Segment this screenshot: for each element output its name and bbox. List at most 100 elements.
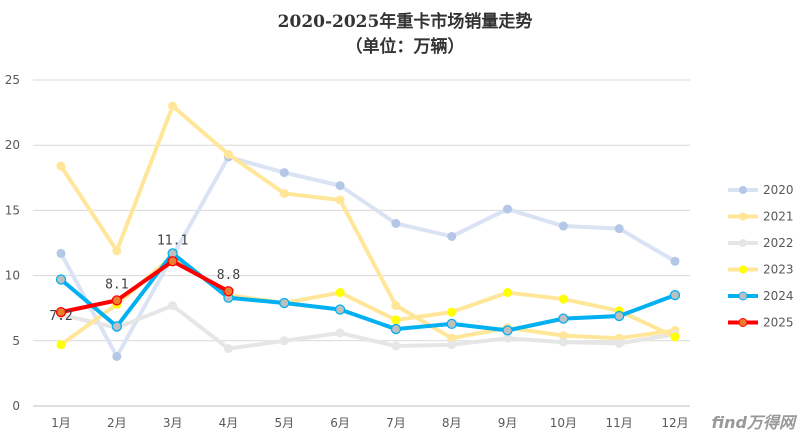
x-tick-label: 9月 — [498, 416, 518, 430]
series-line — [60, 303, 676, 351]
data-point — [558, 221, 568, 231]
x-tick-label: 3月 — [163, 416, 183, 430]
x-tick-label: 4月 — [219, 416, 239, 430]
data-point — [335, 181, 345, 191]
data-point — [670, 332, 680, 342]
data-label: 8.1 — [105, 277, 128, 292]
series-2021 — [56, 101, 680, 343]
series-2022 — [56, 301, 680, 354]
legend-item-2023[interactable]: 2023 — [728, 263, 794, 277]
data-point — [503, 333, 513, 343]
data-point — [558, 294, 568, 304]
data-label: 11.1 — [157, 233, 188, 248]
legend-label: 2022 — [763, 236, 794, 250]
data-point — [447, 340, 457, 350]
data-point — [558, 313, 569, 324]
x-tick-label: 8月 — [442, 416, 462, 430]
x-tick-label: 5月 — [274, 416, 294, 430]
series-line — [59, 104, 676, 341]
legend-label: 2023 — [763, 263, 794, 277]
data-point — [335, 195, 345, 205]
y-tick-label: 20 — [5, 138, 20, 152]
legend-marker — [738, 318, 748, 327]
data-point — [111, 321, 122, 332]
data-point — [223, 344, 233, 354]
legend-item-2024[interactable]: 2024 — [728, 289, 794, 303]
legend-label: 2024 — [763, 289, 794, 303]
watermark-logo: find万得网 — [712, 413, 798, 432]
data-point — [279, 336, 289, 346]
data-point — [279, 168, 289, 178]
x-tick-label: 10月 — [550, 416, 577, 430]
data-point — [56, 248, 66, 258]
series-line — [59, 154, 677, 359]
legend-item-2021[interactable]: 2021 — [728, 210, 794, 224]
data-point — [614, 224, 624, 234]
data-point — [558, 337, 568, 347]
data-point — [279, 188, 289, 198]
data-point — [447, 307, 457, 317]
data-point — [112, 246, 122, 256]
legend-item-2022[interactable]: 2022 — [728, 236, 794, 250]
legend-item-2020[interactable]: 2020 — [728, 183, 794, 197]
y-tick-label: 0 — [12, 399, 20, 413]
series-2024 — [55, 248, 681, 336]
data-point — [335, 328, 345, 338]
data-point — [614, 310, 625, 322]
data-point — [56, 340, 66, 350]
data-point — [112, 351, 122, 361]
x-tick-label: 1月 — [51, 416, 71, 430]
y-tick-label: 5 — [12, 334, 20, 348]
data-point — [55, 274, 67, 285]
data-point — [168, 301, 178, 311]
data-point — [279, 297, 290, 309]
legend-marker — [739, 212, 747, 221]
data-point — [334, 304, 346, 315]
legend-marker — [738, 291, 748, 301]
legend-marker — [739, 186, 747, 194]
data-point — [391, 315, 401, 325]
series-2025: 7.2 8.1 11.1 8.8 — [49, 233, 240, 324]
chart-title: 2020-2025年重卡市场销量走势 — [278, 11, 533, 32]
data-point — [111, 295, 122, 306]
legend-item-2025[interactable]: 2025 — [728, 316, 794, 330]
y-tick-label: 15 — [5, 203, 20, 217]
data-point — [391, 301, 401, 311]
data-point — [391, 341, 401, 351]
data-point — [390, 323, 402, 335]
series-line — [59, 254, 676, 347]
legend-marker — [739, 265, 747, 274]
y-tick-label: 10 — [5, 269, 20, 283]
data-point — [391, 218, 401, 228]
data-point — [55, 306, 67, 318]
data-point — [335, 288, 345, 298]
legend-marker — [739, 239, 747, 247]
data-label: 7.2 — [49, 309, 72, 324]
data-point — [223, 149, 233, 159]
data-point — [447, 333, 457, 343]
data-point — [56, 161, 66, 171]
series-line — [60, 259, 230, 315]
data-point — [502, 325, 513, 336]
legend-label: 2020 — [763, 183, 794, 197]
data-point — [503, 204, 513, 214]
data-label: 8.8 — [217, 268, 240, 283]
chart-subtitle: （单位：万辆） — [346, 36, 465, 57]
data-point — [446, 318, 457, 329]
data-point — [168, 101, 178, 111]
data-point — [167, 256, 178, 267]
data-point — [558, 331, 568, 341]
data-point — [614, 338, 624, 348]
x-tick-label: 2月 — [107, 416, 127, 430]
x-tick-label: 11月 — [606, 416, 633, 430]
data-point — [503, 288, 513, 298]
legend-label: 2021 — [763, 210, 794, 224]
legend-label: 2025 — [763, 316, 794, 330]
y-tick-label: 25 — [5, 73, 20, 87]
x-tick-label: 7月 — [386, 416, 406, 430]
data-point — [447, 231, 457, 241]
x-tick-label: 12月 — [661, 416, 688, 430]
x-tick-label: 6月 — [330, 416, 350, 430]
